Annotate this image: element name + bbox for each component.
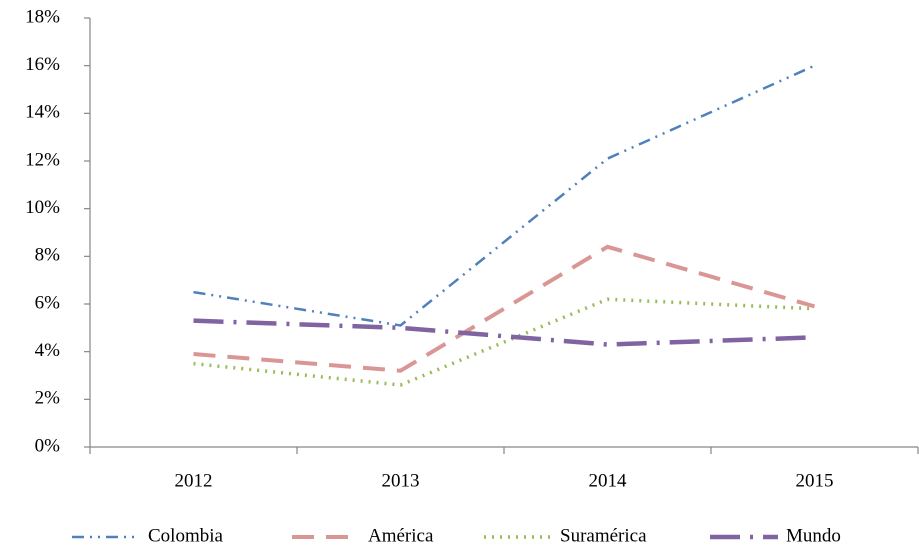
legend-label: América xyxy=(368,525,434,546)
series-line xyxy=(193,318,815,347)
legend-label: Mundo xyxy=(786,525,841,546)
x-tick-label: 2015 xyxy=(796,470,834,491)
y-tick-label: 14% xyxy=(25,102,60,123)
y-tick-label: 2% xyxy=(35,388,61,409)
y-tick-label: 4% xyxy=(35,340,61,361)
y-tick-label: 18% xyxy=(25,6,60,27)
y-tick-label: 16% xyxy=(25,54,60,75)
series-line xyxy=(193,244,816,373)
y-tick-label: 8% xyxy=(35,245,61,266)
x-tick-label: 2013 xyxy=(382,470,420,491)
y-tick-label: 0% xyxy=(35,435,61,456)
series-line xyxy=(193,297,815,387)
y-tick-label: 10% xyxy=(25,197,60,218)
legend-label: Colombia xyxy=(148,525,224,546)
x-tick-label: 2012 xyxy=(175,470,213,491)
x-tick-label: 2014 xyxy=(589,470,628,491)
y-tick-label: 12% xyxy=(25,149,60,170)
series-line xyxy=(193,64,816,327)
y-tick-label: 6% xyxy=(35,292,61,313)
legend-label: Suramérica xyxy=(560,525,647,546)
